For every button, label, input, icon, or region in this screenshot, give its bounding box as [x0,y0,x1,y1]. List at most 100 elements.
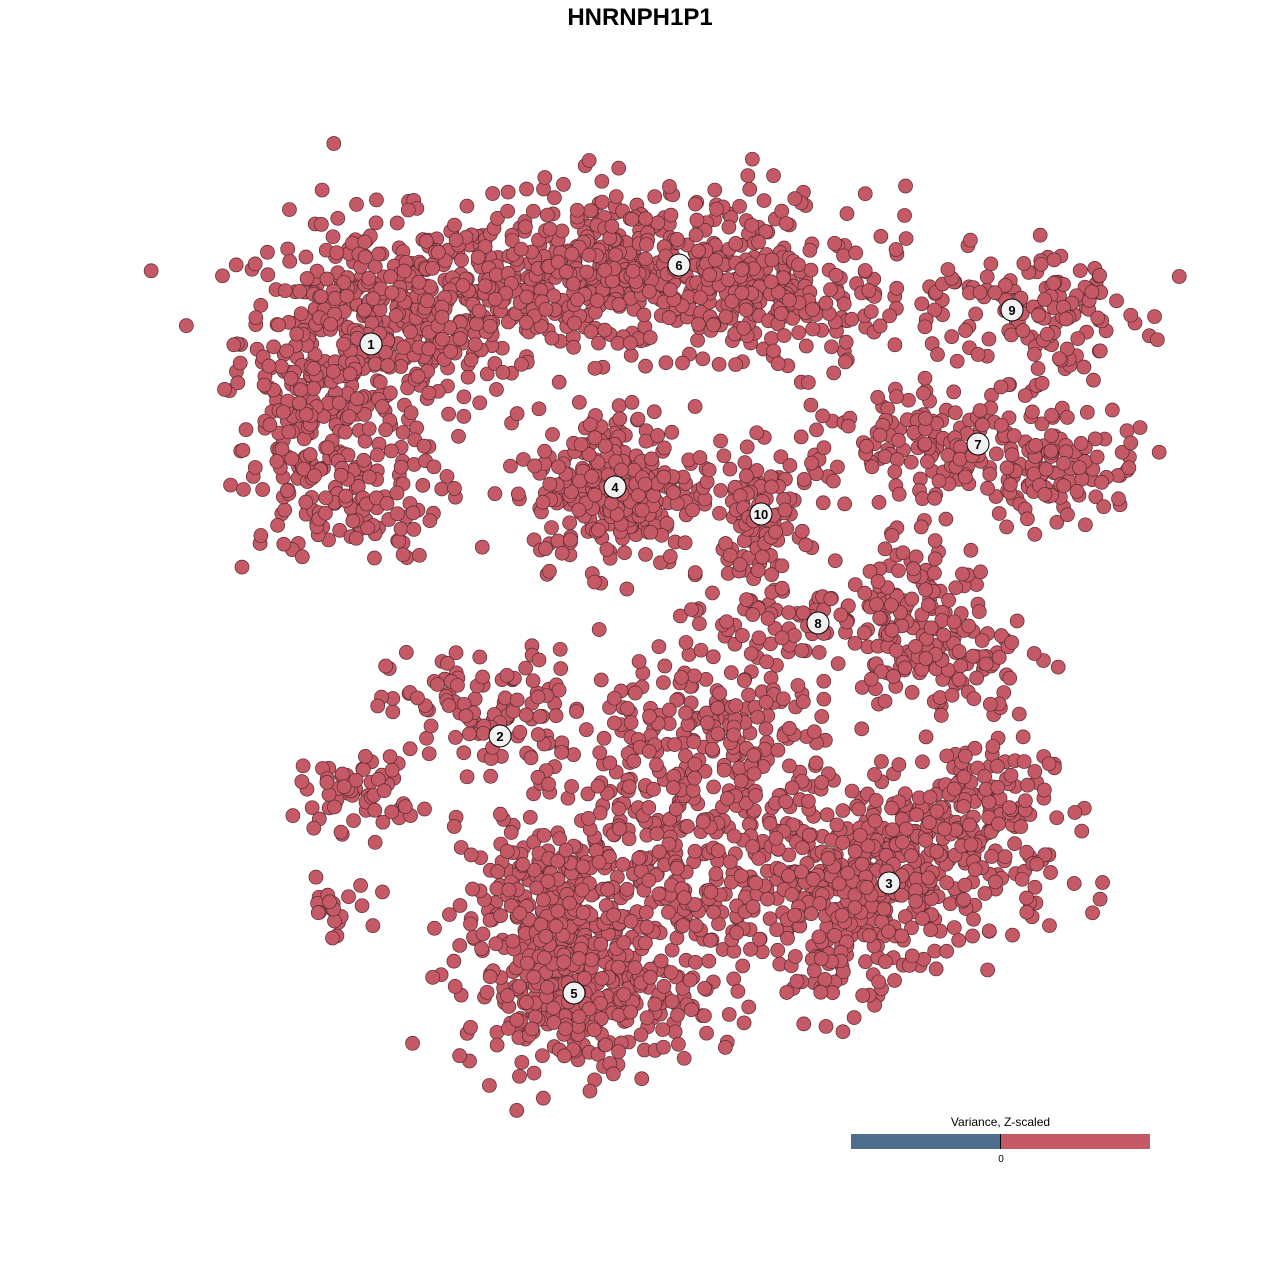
cell-point [969,670,984,686]
cell-point [884,528,900,543]
cell-point [820,851,836,866]
cell-point [980,962,995,978]
cell-point [706,904,721,920]
cell-point [642,969,658,985]
cell-point [1031,307,1046,323]
cell-point [770,356,786,372]
cell-point [1019,904,1035,920]
cell-point [509,692,525,708]
cell-point [323,316,338,332]
cell-point [877,693,893,709]
cell-point [824,339,839,355]
cell-point [592,745,608,761]
cell-point [571,951,587,966]
cell-point [349,197,364,212]
cell-point [938,511,954,527]
cell-point [823,591,839,607]
cell-point [802,827,817,843]
cell-point [963,542,979,558]
legend-low-segment [851,1134,1000,1149]
cell-point [417,801,432,817]
cell-point [443,344,458,359]
cell-point [942,896,958,912]
cell-point [587,360,603,376]
cell-point [446,819,462,834]
cell-point [488,936,504,952]
cell-point [887,464,903,480]
cell-point [586,1022,602,1038]
cell-point [644,451,659,467]
cell-point [732,199,747,214]
cell-point [223,477,238,493]
cell-point [270,518,285,533]
cell-point [835,803,851,818]
cell-point [633,1027,649,1043]
legend-title: Variance, Z-scaled [950,1115,1051,1129]
cell-point [836,248,851,264]
cell-point [470,249,486,265]
cell-point [678,705,693,721]
cell-point [617,545,632,561]
cell-point [1013,819,1029,834]
cell-point [736,1015,752,1031]
cell-point [545,427,560,442]
cell-point [973,564,988,580]
cell-point [854,721,870,737]
cell-point [953,658,969,674]
cell-point [550,853,566,869]
cell-point [858,954,873,970]
cell-point [857,186,873,202]
cell-point [839,206,855,221]
cell-point [1015,729,1031,745]
cell-point [887,973,902,988]
cell-point [895,545,911,561]
cell-point [365,291,381,306]
cell-point [884,597,899,613]
cell-point [804,455,819,471]
cell-point [467,337,483,352]
cell-point [993,379,1009,395]
cell-point [647,996,663,1012]
cell-point [256,377,272,393]
cell-point [638,211,654,227]
cell-point [977,886,993,901]
cell-point [474,941,489,957]
cell-point [554,545,570,561]
cell-point [215,268,230,284]
cell-point [813,984,829,1000]
cell-point [679,819,695,834]
cell-point [459,198,475,214]
cell-point [596,730,612,746]
cell-point [647,189,663,204]
cell-point [739,592,754,607]
cell-point [963,232,978,248]
cell-point [745,899,761,915]
cell-point [750,563,766,578]
cell-point [587,487,603,503]
cell-point [266,339,281,355]
cell-point [1028,438,1043,453]
cell-point [302,447,318,462]
cell-point [616,935,632,951]
cell-point [918,729,934,745]
cell-point [582,417,598,433]
cell-point [542,476,558,492]
cell-point [937,821,952,837]
cell-point [518,707,534,723]
cell-point [331,395,347,411]
cell-point [815,495,831,511]
cluster-label-text: 4 [611,480,619,495]
cell-point [693,290,708,306]
cell-point [981,331,997,347]
cell-point [713,433,728,449]
cell-point [606,907,621,923]
cell-point [805,302,820,317]
cell-point [766,343,781,359]
cell-point [634,1071,650,1087]
cell-point [675,918,691,933]
cell-point [686,734,702,750]
cell-point [826,365,842,381]
cell-point [248,310,264,325]
cell-point [877,541,893,557]
cell-point [776,328,792,343]
